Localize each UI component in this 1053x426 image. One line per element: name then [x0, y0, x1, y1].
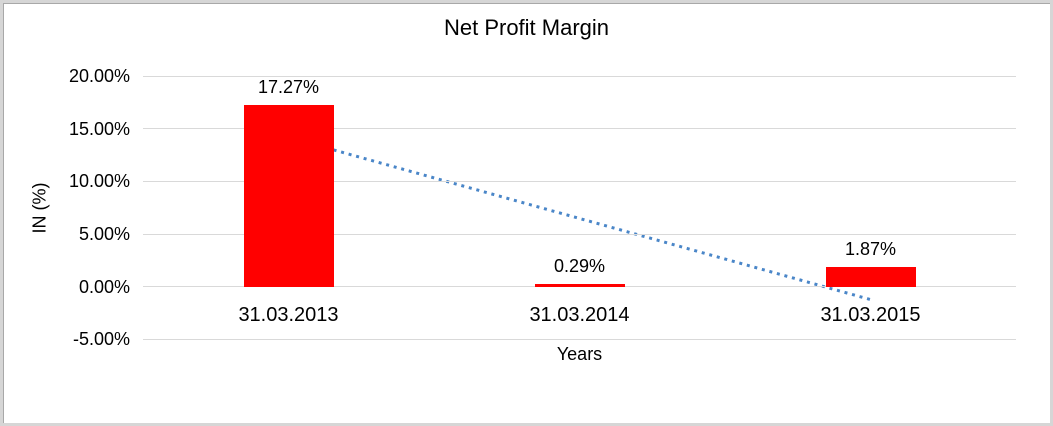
y-tick-label: 5.00%	[78, 224, 130, 245]
bar-data-label: 0.29%	[553, 255, 606, 276]
bar-31.03.2015	[825, 267, 916, 287]
y-tick-label: 10.00%	[68, 171, 130, 192]
x-axis-title: Years	[556, 344, 603, 364]
y-tick-label: 0.00%	[78, 276, 130, 297]
bar-data-label: 17.27%	[257, 76, 320, 97]
gridline	[143, 180, 1016, 182]
gridline	[143, 233, 1016, 235]
x-tick-label: 31.03.2015	[820, 303, 921, 326]
bar-data-label: 1.87%	[844, 239, 897, 260]
x-tick-label: 31.03.2013	[238, 303, 339, 326]
x-tick-label: 31.03.2014	[529, 303, 630, 326]
bar-31.03.2014	[534, 283, 625, 287]
y-tick-label: 20.00%	[68, 66, 130, 86]
y-tick-label: -5.00%	[72, 329, 130, 350]
gridline	[143, 75, 1016, 77]
chart-title: Net Profit Margin	[443, 15, 610, 40]
gridline	[143, 338, 1016, 340]
bar-31.03.2013	[243, 104, 334, 287]
gridline	[143, 128, 1016, 130]
gridline	[143, 286, 1016, 288]
y-tick-label: 15.00%	[68, 118, 130, 139]
